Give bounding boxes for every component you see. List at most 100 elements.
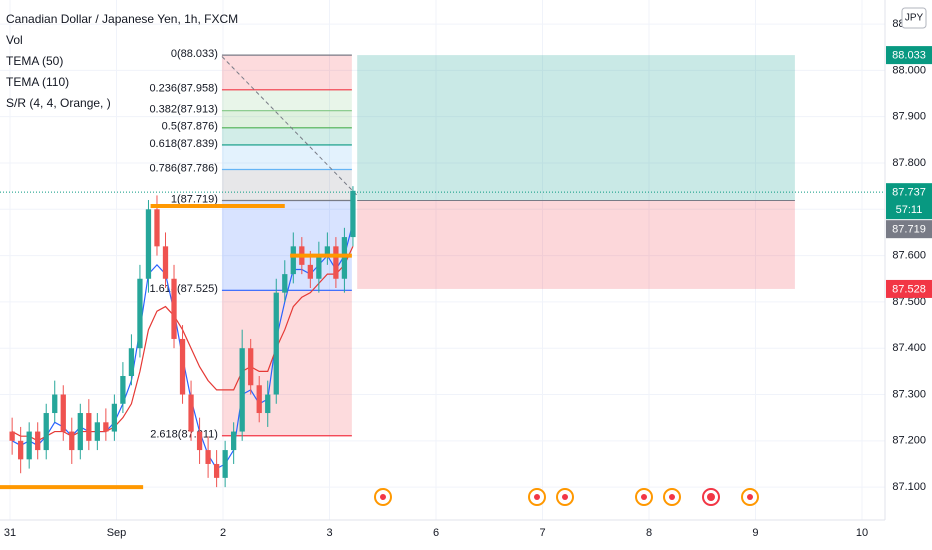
event-icon[interactable] (528, 488, 546, 506)
fib-zone (221, 55, 352, 90)
x-tick-label: 6 (433, 527, 439, 539)
legend-entry: TEMA (110) (6, 75, 69, 89)
price-label-box (886, 46, 932, 65)
fib-zone (221, 127, 352, 145)
fib-zone (221, 144, 352, 170)
fib-level-label: 0.236(87.958) (149, 83, 218, 95)
trend-line (221, 56, 358, 196)
fib-level-label: 0.786(87.786) (149, 162, 218, 174)
fib-level-label: 0.5(87.876) (162, 121, 218, 133)
currency-button[interactable]: JPY (901, 7, 927, 29)
price-label-box (886, 279, 932, 298)
candle-body (179, 338, 186, 395)
candle-body (69, 431, 75, 451)
candle-body (290, 246, 296, 275)
candle-body (282, 274, 288, 293)
candle-body (9, 431, 15, 441)
candle-body (188, 394, 194, 432)
event-icon[interactable] (374, 488, 392, 506)
candle-body (273, 292, 279, 395)
candle-body (137, 278, 143, 349)
candle-body (256, 385, 262, 414)
candle-body (128, 348, 135, 376)
candle-body (86, 413, 92, 441)
candle-body (154, 209, 160, 247)
event-icon[interactable] (663, 488, 681, 506)
candle-body (213, 463, 220, 478)
candle-body (333, 246, 339, 279)
candle-body (18, 440, 24, 460)
y-tick-label: 88.000 (892, 64, 926, 76)
y-tick-label: 87.100 (892, 481, 926, 493)
legend: Canadian Dollar / Japanese Yen, 1h, FXCM… (6, 12, 238, 110)
fib-level-label: 0.618(87.839) (149, 138, 218, 150)
price-label-box (886, 220, 932, 239)
fib-level-label: 0(88.033) (171, 48, 218, 60)
candle-body (222, 450, 228, 478)
candle-body (111, 403, 118, 432)
candle-body (341, 237, 348, 279)
legend-entry: TEMA (50) (6, 54, 63, 68)
candle-body (162, 246, 169, 279)
price-label: 88.033 (892, 50, 926, 62)
main-layer: 0(88.033) 0.236(87.958) 0.382(87.913) 0.5(8… (0, 48, 356, 490)
candle-body (205, 450, 211, 464)
candle-body (350, 190, 356, 238)
candle-body (103, 422, 109, 432)
candle-body (171, 278, 177, 339)
candle-body (60, 394, 66, 432)
candle-body (307, 264, 313, 279)
currency-box (901, 7, 927, 29)
y-tick-label: 87.900 (892, 111, 926, 123)
price-label: 87.528 (892, 283, 926, 295)
fib-zone (221, 110, 352, 128)
position-profit-zone (357, 55, 795, 201)
price-label: 87.719 (892, 224, 926, 236)
x-tick-label: Sep (107, 527, 127, 539)
event-icon[interactable] (702, 488, 720, 506)
x-tick-label: 31 (4, 527, 16, 539)
price-countdown: 57:11 (896, 204, 923, 216)
event-icon[interactable] (635, 488, 653, 506)
x-tick-label: 3 (326, 527, 332, 539)
legend-entry: Vol (6, 33, 23, 47)
y-tick-label: 87.800 (892, 157, 926, 169)
candle-body (43, 413, 49, 451)
x-tick-label: 9 (752, 527, 758, 539)
candle-body (248, 348, 254, 386)
candle-body (231, 431, 237, 451)
event-icon[interactable] (556, 488, 574, 506)
back-layer (0, 0, 885, 520)
price-label: 87.737 (892, 187, 926, 199)
candle-body (77, 413, 83, 451)
y-tick-label: 87.400 (892, 342, 926, 354)
axis-layer: 87.100 87.200 87.300 87.400 87.500 87.600 87.7… (4, 18, 932, 539)
x-tick-label: 10 (856, 527, 868, 539)
currency-label: JPY (905, 13, 924, 24)
y-tick-label: 87.200 (892, 435, 926, 447)
price-label-box (886, 183, 932, 220)
candle-body (35, 431, 41, 451)
events (374, 488, 759, 506)
chart-title: Canadian Dollar / Japanese Yen, 1h, FXCM (6, 12, 238, 26)
candle-body (145, 209, 152, 279)
y-tick-label: 87.600 (892, 250, 926, 262)
candle-body (120, 375, 126, 404)
y-tick-label: 87.300 (892, 388, 926, 400)
fib-level-label: 1(87.719) (171, 193, 218, 205)
position-loss-zone (357, 200, 795, 289)
legend-entry: S/R (4, 4, Orange, ) (6, 96, 111, 110)
x-tick-label: 2 (220, 527, 226, 539)
y-tick-label: 87.500 (892, 296, 926, 308)
x-tick-label: 8 (646, 527, 652, 539)
candle-body (196, 431, 203, 451)
fib-zone (221, 89, 352, 111)
candle-body (26, 431, 32, 460)
candle-body (94, 422, 100, 441)
candle-body (239, 348, 245, 432)
event-icon[interactable] (741, 488, 759, 506)
candle-body (52, 394, 58, 414)
